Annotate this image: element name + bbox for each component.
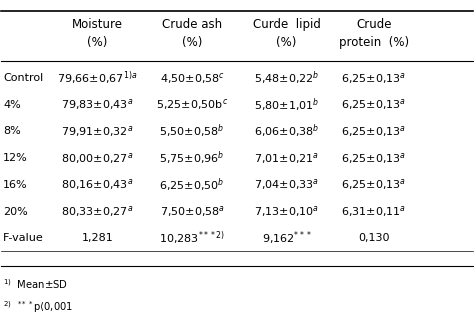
- Text: 5,50±0,58$^{b}$: 5,50±0,58$^{b}$: [159, 123, 225, 140]
- Text: 6,25±0,13$^{a}$: 6,25±0,13$^{a}$: [341, 97, 407, 112]
- Text: Curde  lipid
(%): Curde lipid (%): [253, 18, 320, 49]
- Text: 7,01±0,21$^{a}$: 7,01±0,21$^{a}$: [254, 151, 319, 166]
- Text: 6,06±0,38$^{b}$: 6,06±0,38$^{b}$: [254, 123, 319, 140]
- Text: 10,283$^{***2)}$: 10,283$^{***2)}$: [159, 230, 225, 247]
- Text: 6,25±0,50$^{b}$: 6,25±0,50$^{b}$: [159, 176, 225, 194]
- Text: 9,162$^{***}$: 9,162$^{***}$: [262, 230, 311, 247]
- Text: 5,75±0,96$^{b}$: 5,75±0,96$^{b}$: [159, 149, 225, 167]
- Text: 5,25±0,50b$^{c}$: 5,25±0,50b$^{c}$: [156, 97, 228, 112]
- Text: 7,04±0,33$^{a}$: 7,04±0,33$^{a}$: [254, 178, 319, 192]
- Text: Moisture
(%): Moisture (%): [72, 18, 123, 49]
- Text: Crude
protein  (%): Crude protein (%): [339, 18, 409, 49]
- Text: 0,130: 0,130: [358, 233, 390, 243]
- Text: 6,25±0,13$^{a}$: 6,25±0,13$^{a}$: [341, 71, 407, 86]
- Text: F-value: F-value: [3, 233, 44, 243]
- Text: 80,16±0,43$^{a}$: 80,16±0,43$^{a}$: [62, 178, 134, 192]
- Text: 4%: 4%: [3, 100, 21, 110]
- Text: 79,83±0,43$^{a}$: 79,83±0,43$^{a}$: [62, 97, 134, 112]
- Text: 7,50±0,58$^{a}$: 7,50±0,58$^{a}$: [159, 204, 225, 219]
- Text: 7,13±0,10$^{a}$: 7,13±0,10$^{a}$: [254, 204, 319, 219]
- Text: 6,25±0,13$^{a}$: 6,25±0,13$^{a}$: [341, 178, 407, 192]
- Text: 79,91±0,32$^{a}$: 79,91±0,32$^{a}$: [62, 124, 134, 139]
- Text: 79,66±0,67$^{1)a}$: 79,66±0,67$^{1)a}$: [57, 69, 138, 87]
- Text: Control: Control: [3, 73, 43, 83]
- Text: 20%: 20%: [3, 207, 28, 217]
- Text: $^{1)}$  Mean±SD: $^{1)}$ Mean±SD: [3, 277, 68, 291]
- Text: 6,25±0,13$^{a}$: 6,25±0,13$^{a}$: [341, 151, 407, 166]
- Text: 8%: 8%: [3, 126, 21, 137]
- Text: 6,31±0,11$^{a}$: 6,31±0,11$^{a}$: [341, 204, 407, 219]
- Text: 80,33±0,27$^{a}$: 80,33±0,27$^{a}$: [62, 204, 134, 219]
- Text: 16%: 16%: [3, 180, 27, 190]
- Text: 5,48±0,22$^{b}$: 5,48±0,22$^{b}$: [254, 69, 319, 87]
- Text: 1,281: 1,281: [82, 233, 113, 243]
- Text: 6,25±0,13$^{a}$: 6,25±0,13$^{a}$: [341, 124, 407, 139]
- Text: $^{2)}$  $^{***}$p⟨0,001: $^{2)}$ $^{***}$p⟨0,001: [3, 300, 73, 315]
- Text: Crude ash
(%): Crude ash (%): [162, 18, 222, 49]
- Text: 4,50±0,58$^{c}$: 4,50±0,58$^{c}$: [160, 71, 225, 86]
- Text: 80,00±0,27$^{a}$: 80,00±0,27$^{a}$: [62, 151, 134, 166]
- Text: 12%: 12%: [3, 153, 28, 163]
- Text: 5,80±1,01$^{b}$: 5,80±1,01$^{b}$: [254, 96, 319, 113]
